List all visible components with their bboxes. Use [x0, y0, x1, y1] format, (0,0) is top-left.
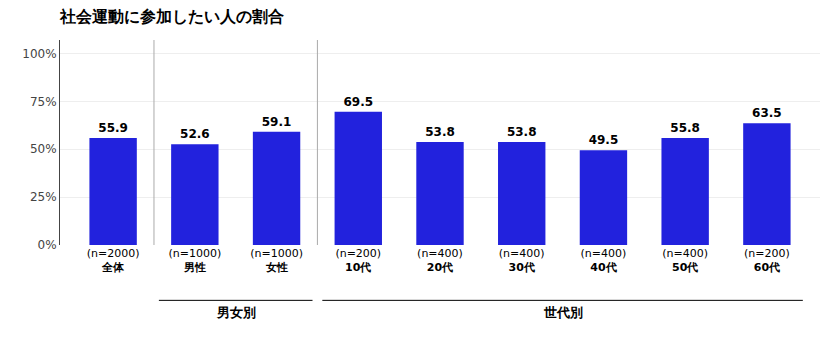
svg-text:(n=200)10代: (n=200)10代	[335, 247, 381, 274]
svg-text:(n=400)40代: (n=400)40代	[581, 247, 627, 274]
svg-text:(n=2000)全体: (n=2000)全体	[87, 247, 140, 274]
svg-text:63.5: 63.5	[752, 106, 782, 120]
svg-text:(n=400)20代: (n=400)20代	[417, 247, 463, 274]
svg-text:(n=1000)女性: (n=1000)女性	[250, 247, 303, 274]
svg-text:55.8: 55.8	[670, 121, 700, 135]
svg-text:49.5: 49.5	[589, 133, 619, 147]
svg-text:(n=400)50代: (n=400)50代	[662, 247, 708, 274]
svg-text:75%: 75%	[30, 95, 57, 109]
svg-text:53.8: 53.8	[507, 125, 537, 139]
svg-text:(n=200)60代: (n=200)60代	[744, 247, 790, 274]
svg-text:世代別: 世代別	[543, 305, 583, 320]
svg-text:0%: 0%	[38, 238, 57, 252]
svg-text:55.9: 55.9	[98, 121, 128, 135]
svg-text:社会運動に参加したい人の割合: 社会運動に参加したい人の割合	[59, 7, 284, 26]
svg-text:59.1: 59.1	[262, 115, 292, 129]
svg-text:25%: 25%	[30, 190, 57, 204]
svg-text:52.6: 52.6	[180, 127, 210, 141]
svg-text:100%: 100%	[22, 47, 56, 61]
svg-text:50%: 50%	[30, 142, 57, 156]
svg-text:男女別: 男女別	[216, 305, 256, 320]
svg-text:(n=1000)男性: (n=1000)男性	[168, 247, 221, 274]
svg-text:(n=400)30代: (n=400)30代	[499, 247, 545, 274]
svg-text:69.5: 69.5	[343, 95, 373, 109]
svg-text:53.8: 53.8	[425, 125, 455, 139]
